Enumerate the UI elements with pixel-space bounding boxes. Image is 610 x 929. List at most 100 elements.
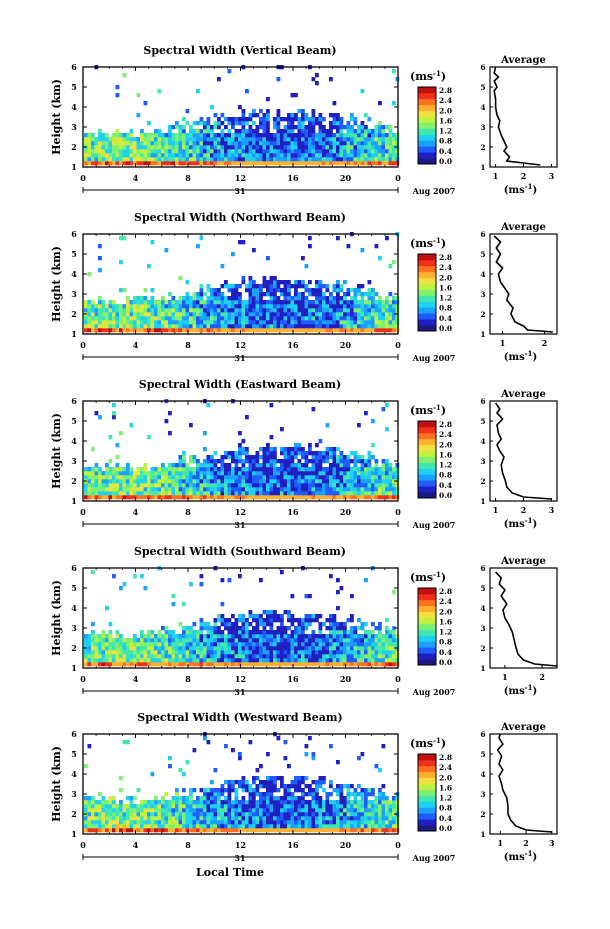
heatmap-cell — [234, 141, 239, 146]
heatmap-cell — [374, 308, 379, 313]
heatmap-cell — [192, 137, 197, 142]
heatmap-cell — [248, 161, 253, 166]
heatmap-cell — [381, 479, 386, 484]
heatmap-cell — [94, 800, 99, 805]
heatmap-cell — [304, 463, 309, 468]
heatmap-cell — [112, 145, 116, 150]
heatmap-cell — [84, 487, 88, 492]
heatmap-cell — [238, 654, 242, 659]
heatmap-cell — [392, 300, 396, 305]
heatmap-cell — [266, 312, 270, 317]
heatmap-cell — [112, 820, 116, 825]
heatmap-cell — [119, 236, 123, 241]
x-tick-label: 16 — [287, 674, 299, 684]
heatmap-cell — [357, 161, 361, 166]
heatmap-cell — [84, 642, 88, 647]
heatmap-cell — [136, 308, 141, 313]
heatmap-cell — [245, 467, 249, 472]
heatmap-cell — [290, 161, 295, 166]
heatmap-cell — [276, 316, 281, 321]
heatmap-cell — [360, 121, 365, 126]
heatmap-cell — [248, 495, 253, 500]
heatmap-cell — [318, 614, 323, 619]
heatmap-cell — [213, 153, 218, 158]
heatmap-cell — [126, 157, 130, 162]
heatmap-cell — [315, 117, 319, 122]
heatmap-cell — [171, 133, 176, 138]
colorbar: 0.00.40.81.21.62.02.42.8 — [417, 587, 452, 667]
heatmap-cell — [119, 824, 123, 829]
heatmap-cell — [283, 320, 288, 325]
heatmap-cell — [388, 145, 393, 150]
heatmap-cell — [255, 792, 260, 797]
heatmap-cell — [343, 622, 347, 627]
heatmap-cell — [227, 153, 232, 158]
heatmap-cell — [332, 141, 337, 146]
heatmap-cell — [210, 491, 214, 496]
heatmap-cell — [203, 642, 207, 647]
heatmap-cell — [196, 137, 200, 142]
heatmap-cell — [220, 463, 225, 468]
heatmap-cell — [161, 475, 165, 480]
heatmap-cell — [238, 284, 242, 289]
heatmap-cell — [252, 161, 256, 166]
heatmap-cell — [374, 133, 379, 138]
heatmap-cell — [185, 479, 190, 484]
heatmap-cell — [248, 483, 253, 488]
heatmap-cell — [175, 796, 179, 801]
heatmap-cell — [315, 296, 319, 301]
heatmap-cell — [119, 479, 123, 484]
heatmap-cell — [136, 141, 141, 146]
heatmap-cell — [147, 812, 151, 817]
heatmap-cell — [182, 796, 186, 801]
heatmap-cell — [259, 816, 263, 821]
heatmap-cell — [112, 654, 116, 659]
heatmap-cell — [280, 622, 284, 627]
heatmap-cell — [336, 161, 340, 166]
heatmap-cell — [213, 133, 218, 138]
heatmap-cell — [87, 796, 92, 801]
heatmap-cell — [332, 483, 337, 488]
heatmap-cell — [241, 634, 246, 639]
heatmap-cell — [343, 300, 347, 305]
heatmap-cell — [262, 451, 267, 456]
heatmap-cell — [378, 133, 382, 138]
heatmap-cell — [154, 129, 158, 134]
heatmap-cell — [217, 658, 221, 663]
heatmap-cell — [304, 125, 309, 130]
heatmap-cell — [276, 658, 281, 663]
heatmap-cell — [178, 316, 183, 321]
heatmap-cell — [147, 316, 151, 321]
heatmap-cell — [252, 824, 256, 829]
heatmap-cell — [367, 312, 372, 317]
heatmap-cell — [266, 284, 270, 289]
heatmap-cell — [273, 296, 277, 301]
heatmap-cell — [332, 316, 337, 321]
heatmap-cell — [255, 776, 260, 781]
heatmap-cell — [157, 157, 162, 162]
heatmap-cell — [304, 324, 309, 329]
heatmap-cell — [210, 800, 214, 805]
heatmap-cell — [308, 646, 312, 651]
heatmap-cell — [231, 630, 235, 635]
x-tick-label: 0 — [395, 340, 401, 350]
heatmap-cell — [192, 308, 197, 313]
heatmap-cell — [245, 622, 249, 627]
heatmap-cell — [245, 800, 249, 805]
heatmap-cell — [269, 491, 274, 496]
heatmap-cell — [294, 312, 298, 317]
heatmap-cell — [245, 483, 249, 488]
heatmap-cell — [350, 328, 354, 333]
heatmap-cell — [388, 479, 393, 484]
heatmap-cell — [178, 455, 183, 460]
heatmap-cell — [315, 133, 319, 138]
heatmap-cell — [210, 662, 214, 667]
heatmap-cell — [280, 320, 284, 325]
heatmap-cell — [84, 328, 88, 333]
heatmap-cell — [182, 296, 186, 301]
heatmap-cell — [269, 495, 274, 500]
y-tick-label: 3 — [71, 289, 77, 299]
heatmap-cell — [231, 137, 235, 142]
heatmap-cell — [192, 483, 197, 488]
heatmap-cell — [154, 149, 158, 154]
